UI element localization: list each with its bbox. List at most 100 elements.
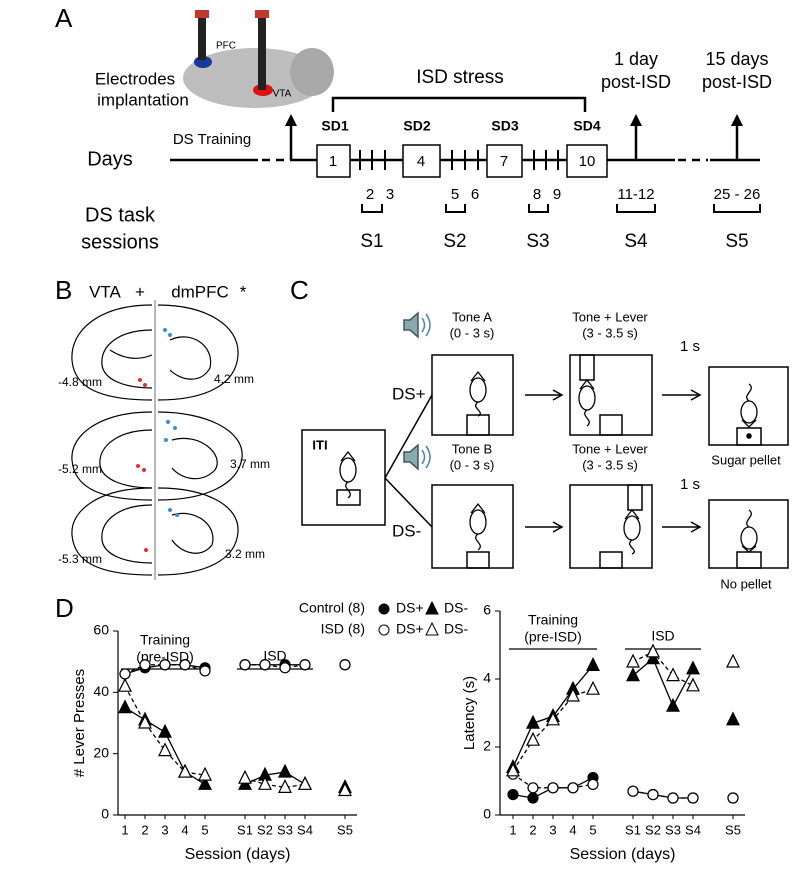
series-line (513, 652, 733, 771)
label: 1 s (680, 476, 700, 493)
label: S4 (685, 822, 701, 837)
marker (279, 662, 291, 674)
label: Training (528, 612, 578, 628)
marker (118, 677, 132, 692)
label: 40 (93, 683, 109, 699)
marker (727, 792, 739, 804)
marker (527, 792, 539, 804)
label: Tone + Lever (572, 441, 648, 456)
label: (0 - 3 s) (450, 457, 495, 472)
marker (646, 650, 660, 665)
label: dmPFC (171, 282, 229, 301)
label: Latency (s) (461, 676, 478, 750)
marker (299, 659, 311, 671)
label: Tone A (452, 309, 492, 324)
label: implantation (97, 90, 189, 109)
label: 2 (529, 822, 536, 837)
marker (547, 782, 559, 794)
label: 5 (589, 822, 596, 837)
label: 3.2 mm (225, 547, 265, 561)
label: 2 (366, 186, 374, 203)
marker (159, 659, 171, 671)
label: post-ISD (601, 72, 671, 92)
label: (pre-ISD) (524, 629, 582, 645)
label: DS- (444, 621, 468, 637)
marker (666, 667, 680, 682)
marker (118, 699, 132, 714)
marker (647, 788, 659, 801)
marker (587, 778, 599, 791)
label: 9 (553, 186, 561, 203)
label: SD4 (573, 118, 600, 134)
series-line (513, 659, 733, 768)
label: S1 (237, 822, 253, 837)
label: 0 (483, 806, 491, 822)
label: B (55, 275, 72, 305)
label: 4 (483, 670, 491, 686)
marker (526, 714, 540, 729)
marker (119, 668, 131, 680)
marker (726, 711, 740, 726)
label: 8 (533, 186, 541, 203)
marker (178, 763, 192, 778)
label: Session (days) (570, 846, 676, 863)
panel-a-shapes (170, 10, 761, 213)
label: 1 (509, 822, 516, 837)
label: 4 (417, 153, 425, 170)
legend-marker (378, 603, 390, 615)
label: A (55, 3, 73, 33)
label: S5 (337, 822, 353, 837)
legend-marker (378, 624, 390, 636)
label: 4 (181, 822, 188, 837)
label: Training (140, 632, 190, 648)
label: 60 (93, 622, 109, 638)
label: 4 (569, 822, 576, 837)
label: DS+ (396, 621, 424, 637)
label: sessions (81, 231, 159, 253)
marker (338, 782, 352, 797)
marker (687, 792, 699, 804)
label: DS+ (396, 600, 424, 616)
label: 7 (500, 153, 508, 170)
marker (298, 775, 312, 790)
label: No pellet (720, 576, 772, 591)
label: # Lever Presses (71, 669, 88, 777)
label: (pre-ISD) (136, 649, 194, 665)
marker (686, 660, 700, 675)
label: 6 (471, 186, 479, 203)
label: Session (days) (185, 846, 291, 863)
marker (566, 687, 580, 702)
legend-marker (425, 600, 439, 615)
marker (507, 788, 519, 801)
marker (158, 742, 172, 757)
label: Tone B (452, 441, 492, 456)
label: 3 (549, 822, 556, 837)
marker (626, 653, 640, 668)
label: 1 s (680, 338, 700, 355)
marker (546, 711, 560, 726)
marker (586, 680, 600, 695)
label: 1 day (614, 49, 658, 69)
label: 1 (329, 153, 337, 170)
label: DS task (85, 204, 156, 226)
label: 2 (141, 822, 148, 837)
label: -5.3 mm (58, 552, 102, 566)
label: S3 (665, 822, 681, 837)
label: S4 (624, 231, 648, 252)
label: Tone + Lever (572, 309, 648, 324)
marker (239, 659, 251, 671)
marker (686, 677, 700, 692)
marker (179, 659, 191, 671)
label: ITI (312, 437, 327, 452)
label: 20 (93, 744, 109, 760)
marker (726, 653, 740, 668)
label: 2 (483, 738, 491, 754)
label: 4.2 mm (214, 372, 254, 386)
label: (3 - 3.5 s) (582, 457, 638, 472)
marker (139, 659, 151, 671)
label: SD1 (321, 118, 348, 134)
label: 5 (451, 186, 459, 203)
legend-marker (425, 621, 439, 636)
label: S2 (257, 822, 273, 837)
